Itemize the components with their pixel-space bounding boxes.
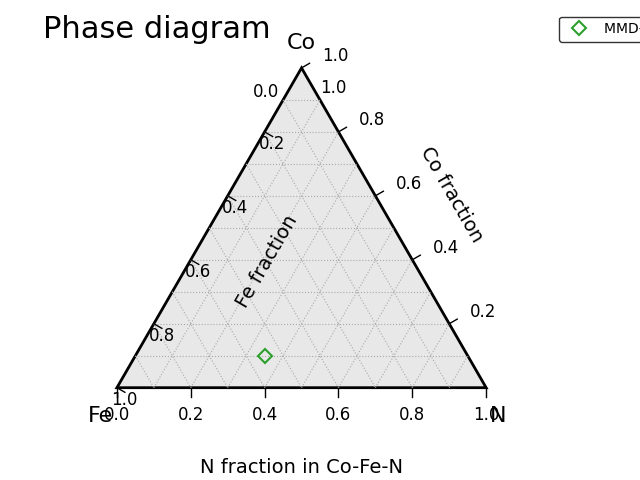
Text: 0.2: 0.2: [259, 135, 285, 153]
Text: 0.2: 0.2: [177, 406, 204, 424]
Text: N fraction in Co-Fe-N: N fraction in Co-Fe-N: [200, 458, 403, 477]
Text: Phase diagram: Phase diagram: [43, 15, 271, 44]
Text: 0.4: 0.4: [252, 406, 278, 424]
Text: Fe: Fe: [88, 406, 113, 426]
Text: 0.4: 0.4: [222, 199, 248, 217]
Text: 1.0: 1.0: [111, 391, 138, 408]
Text: 0.8: 0.8: [399, 406, 426, 424]
Legend: MMD-472 (this entry): MMD-472 (this entry): [559, 16, 640, 42]
Text: Fe fraction: Fe fraction: [233, 212, 301, 311]
Text: 0.6: 0.6: [325, 406, 351, 424]
Text: Co: Co: [287, 33, 316, 53]
Text: 0.8: 0.8: [359, 111, 385, 129]
Text: 0.6: 0.6: [186, 263, 212, 281]
Text: N: N: [490, 406, 506, 426]
Polygon shape: [117, 68, 486, 388]
Text: Co fraction: Co fraction: [417, 144, 486, 246]
Text: 0.4: 0.4: [433, 239, 460, 257]
Text: 1.0: 1.0: [473, 406, 499, 424]
Text: 1.0: 1.0: [323, 47, 349, 65]
Text: 0.2: 0.2: [470, 303, 497, 321]
Text: 0.0: 0.0: [104, 406, 130, 424]
Text: 0.0: 0.0: [253, 83, 280, 101]
Text: 1.0: 1.0: [320, 79, 346, 97]
Text: 0.6: 0.6: [396, 175, 422, 193]
Text: 0.8: 0.8: [148, 327, 175, 345]
